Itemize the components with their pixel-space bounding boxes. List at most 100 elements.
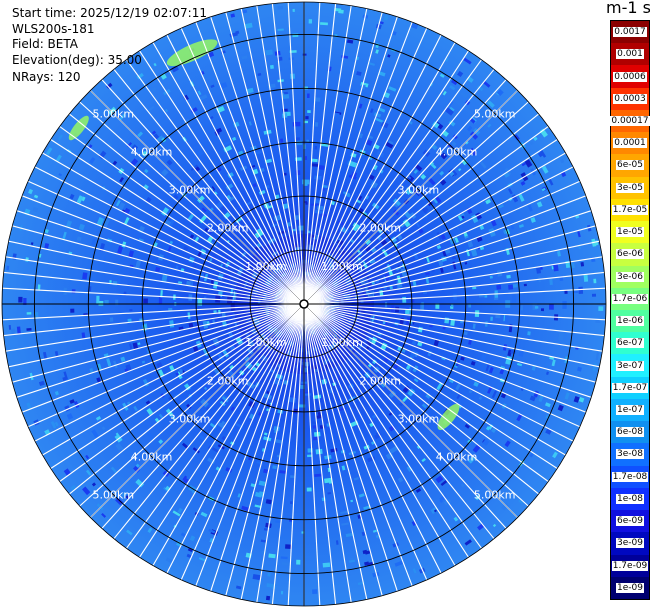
ppi-gate [429,324,433,328]
ppi-gate [81,332,86,338]
ppi-gate [294,215,300,220]
ppi-gate [348,559,356,563]
ppi-gate [221,435,227,441]
ray-line [303,303,605,337]
ppi-gate [470,248,478,257]
ppi-gate [129,343,133,350]
ppi-gate [440,480,448,487]
ppi-gate [58,173,63,177]
ppi-gate [304,156,307,161]
ray-line [225,303,305,596]
ppi-gate [73,401,80,408]
ppi-gate [269,64,274,70]
ppi-gate [106,141,113,147]
range-ring-label: 5.00km [474,107,516,120]
ppi-gate [106,82,113,89]
ppi-gate [292,121,301,127]
ppi-gate [50,421,57,429]
ppi-gate [256,460,261,465]
ray-line [303,303,566,456]
ppi-gate [392,542,399,548]
ppi-gate [485,425,491,431]
ppi-gate [463,231,468,237]
colorbar-tick-label: 3e-06 [616,271,644,282]
ppi-gate [147,105,155,112]
ppi-gate [280,138,284,143]
ppi-gate [54,390,59,396]
ppi-gate [217,352,225,362]
colorbar-tick-label: 1e-09 [616,582,644,593]
colorbar-cell: 6e-06 [611,243,649,266]
ppi-gate [368,241,375,248]
ppi-gate [396,275,402,284]
ppi-gate [577,366,582,372]
ppi-gate [124,217,130,225]
ppi-gate [178,281,183,284]
ppi-gate [258,480,266,487]
ppi-gate [442,250,447,257]
ray-line [8,240,305,305]
ppi-gate [308,19,313,24]
colorbar-cell: 0.0006 [611,65,649,88]
ppi-gate [26,312,32,315]
ppi-gate [453,516,459,522]
ppi-gate [518,224,524,228]
ppi-gate [169,240,174,245]
ppi-gate [156,362,163,369]
ray-line [303,21,413,305]
ppi-gate [133,465,141,473]
ppi-gate [322,562,331,568]
ppi-gate [245,200,253,206]
ppi-gate [296,140,303,146]
ppi-gate [235,336,243,345]
ppi-gate [477,85,484,92]
ppi-gate [388,140,394,146]
ray-line [16,303,305,398]
ppi-gate [306,139,310,143]
ppi-gate [305,202,308,205]
ppi-gate [501,502,510,511]
ppi-gate [280,556,288,560]
ppi-gate [516,362,523,367]
ppi-gate [254,491,263,498]
ppi-gate [128,250,135,258]
ppi-gate [108,106,117,115]
ppi-gate [405,309,410,315]
ppi-gate [137,342,141,346]
ray-line [287,2,305,305]
ray-line [79,303,305,507]
ppi-gate [487,385,493,394]
ppi-gate [57,134,63,141]
ppi-gate [119,177,125,183]
ppi-gate [444,57,450,62]
ppi-gate [527,331,531,336]
ray-line [152,303,305,566]
ppi-gate [241,55,248,60]
ppi-gate [268,553,276,559]
ppi-gate [267,573,271,577]
ppi-gate [280,590,284,595]
ppi-gate [166,159,173,166]
ray-line [195,21,305,305]
ppi-gate [99,460,108,469]
ppi-gate [504,440,511,448]
ppi-gate [310,163,319,167]
ray-line [8,303,305,368]
ppi-gate [252,573,261,581]
ray-line [303,303,368,600]
ppi-gate [69,399,75,404]
ppi-gate [546,371,549,375]
ppi-gate [85,454,90,460]
ppi-gate [241,251,247,258]
ppi-gate [529,395,536,402]
ppi-gate [96,503,104,511]
ppi-gate [410,22,419,30]
ppi-gate [158,369,165,377]
ppi-gate [91,238,96,246]
colorbar-cell: 1e-06 [611,310,649,333]
ppi-gate [402,385,410,394]
ppi-gate [479,113,484,118]
ray-line [152,42,305,305]
ppi-gate [485,198,492,205]
ppi-gate [380,121,389,129]
